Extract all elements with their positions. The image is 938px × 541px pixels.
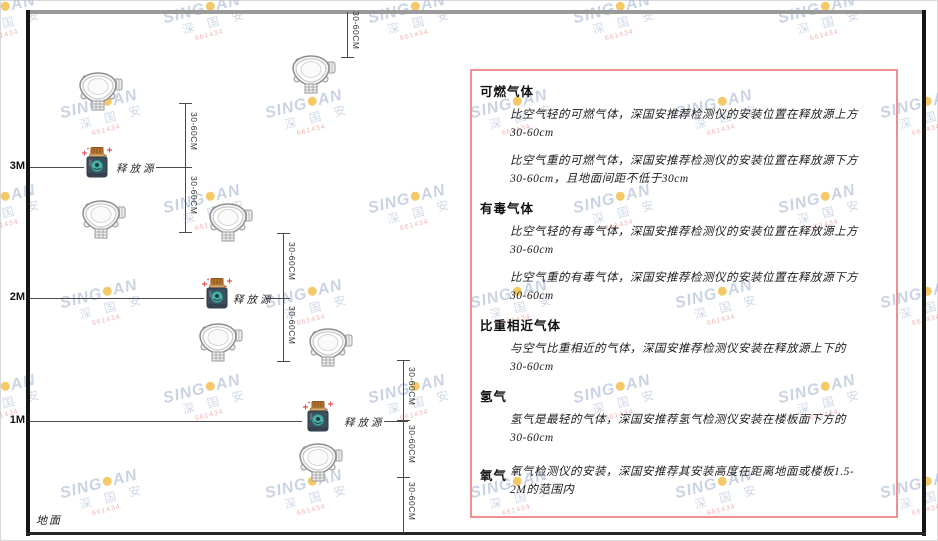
dimension-label: 30-60CM	[287, 306, 297, 345]
section-heading: 比重相近气体	[480, 319, 562, 333]
dimension-label: 30-60CM	[407, 425, 417, 464]
section-paragraph: 与空气比重相近的气体，深国安推荐检测仪安装在释放源上下的30-60cm	[510, 343, 846, 373]
section-paragraph: 比空气轻的有毒气体，深国安推荐检测仪的安装位置在释放源上方30-60cm	[510, 226, 858, 256]
ground-label: 地面	[36, 515, 62, 527]
section-paragraph: 比空气重的可燃气体，深国安推荐检测仪的安装位置在释放源下方30-60cm，且地面…	[510, 155, 858, 185]
gas-detector-icon	[299, 443, 343, 482]
dimension-tick	[277, 233, 290, 234]
dimension-tick	[397, 477, 410, 478]
release-source-icon	[82, 147, 112, 178]
dimension-label: 30-60CM	[189, 176, 199, 215]
panel-section: 可燃气体比空气轻的可燃气体，深国安推荐检测仪的安装位置在释放源上方30-60cm…	[480, 81, 884, 188]
gas-detector-icon	[209, 203, 253, 242]
gas-detector	[288, 53, 336, 100]
dimension-tick	[397, 420, 410, 421]
section-paragraph: 比空气轻的可燃气体，深国安推荐检测仪的安装位置在释放源上方30-60cm	[510, 109, 858, 139]
panel-section: 氢气 氢气是最轻的气体，深国安推荐氢气检测仪安装在楼板面下方的30-60cm	[480, 386, 884, 447]
release-source	[300, 400, 336, 441]
gas-detector	[295, 441, 343, 488]
gas-detector	[195, 321, 243, 368]
dimension-line	[347, 12, 348, 57]
release-source-label: 释放源	[233, 295, 274, 306]
dimension-tick	[397, 360, 410, 361]
dimension-tick	[179, 232, 192, 233]
section-heading: 可燃气体	[480, 85, 535, 99]
gas-detector	[78, 198, 126, 245]
gas-detector	[305, 326, 353, 373]
dimension-tick	[179, 103, 192, 104]
height-label-2m: 2M	[9, 291, 25, 303]
dimension-line	[403, 360, 404, 533]
section-heading: 有毒气体	[480, 202, 535, 216]
section-paragraph: 比空气重的有毒气体，深国安推荐检测仪的安装位置在释放源下方30-60cm	[510, 272, 858, 302]
gas-detector	[75, 70, 123, 117]
connector-line	[156, 167, 190, 168]
dimension-tick	[277, 361, 290, 362]
dimension-tick	[277, 298, 290, 299]
section-paragraph: 氧气检测仪的安装，深国安推荐其安装高度在距离地面或楼板1.5-2M的范围内	[510, 466, 855, 496]
release-source-label: 释放源	[344, 418, 385, 429]
panel-section: 比重相近气体与空气比重相近的气体，深国安推荐检测仪安装在释放源上下的30-60c…	[480, 315, 884, 376]
right-wall	[922, 10, 926, 536]
dimension-line	[283, 233, 284, 361]
release-source	[79, 146, 115, 187]
connector-line	[384, 421, 408, 422]
section-heading: 氢气	[480, 390, 508, 404]
panel-section: 氧气 氧气检测仪的安装，深国安推荐其安装高度在距离地面或楼板1.5-2M的范围内	[480, 457, 884, 509]
gas-detector-icon	[309, 328, 353, 367]
gas-detector-icon	[292, 55, 336, 94]
gas-detector-icon	[82, 200, 126, 239]
gas-detector-icon	[79, 72, 123, 111]
dimension-tick	[179, 167, 192, 168]
height-line	[30, 167, 84, 168]
gas-detector	[205, 201, 253, 248]
ground-line	[26, 532, 926, 535]
dimension-label: 30-60CM	[189, 112, 199, 151]
height-label-3m: 3M	[9, 160, 25, 172]
release-source-icon	[202, 278, 232, 309]
dimension-label: 30-60CM	[351, 11, 361, 50]
height-line	[30, 421, 302, 422]
height-label-1m: 1M	[9, 414, 25, 426]
release-source-icon	[303, 401, 333, 432]
ceiling-line	[26, 10, 926, 14]
dimension-label: 30-60CM	[287, 242, 297, 281]
panel-section: 有毒气体比空气轻的有毒气体，深国安推荐检测仪的安装位置在释放源上方30-60cm…	[480, 198, 884, 305]
height-line	[30, 298, 204, 299]
dimension-label: 30-60CM	[407, 367, 417, 406]
release-source	[199, 277, 235, 318]
section-heading: 氧气	[480, 469, 508, 483]
release-source-label: 释放源	[116, 164, 157, 175]
section-paragraph: 氢气是最轻的气体，深国安推荐氢气检测仪安装在楼板面下方的30-60cm	[510, 414, 846, 444]
recommendation-panel: 可燃气体比空气轻的可燃气体，深国安推荐检测仪的安装位置在释放源上方30-60cm…	[470, 69, 898, 518]
dimension-tick	[341, 57, 354, 58]
left-wall	[26, 10, 30, 536]
gas-detector-icon	[199, 323, 243, 362]
dimension-label: 30-60CM	[407, 482, 417, 521]
